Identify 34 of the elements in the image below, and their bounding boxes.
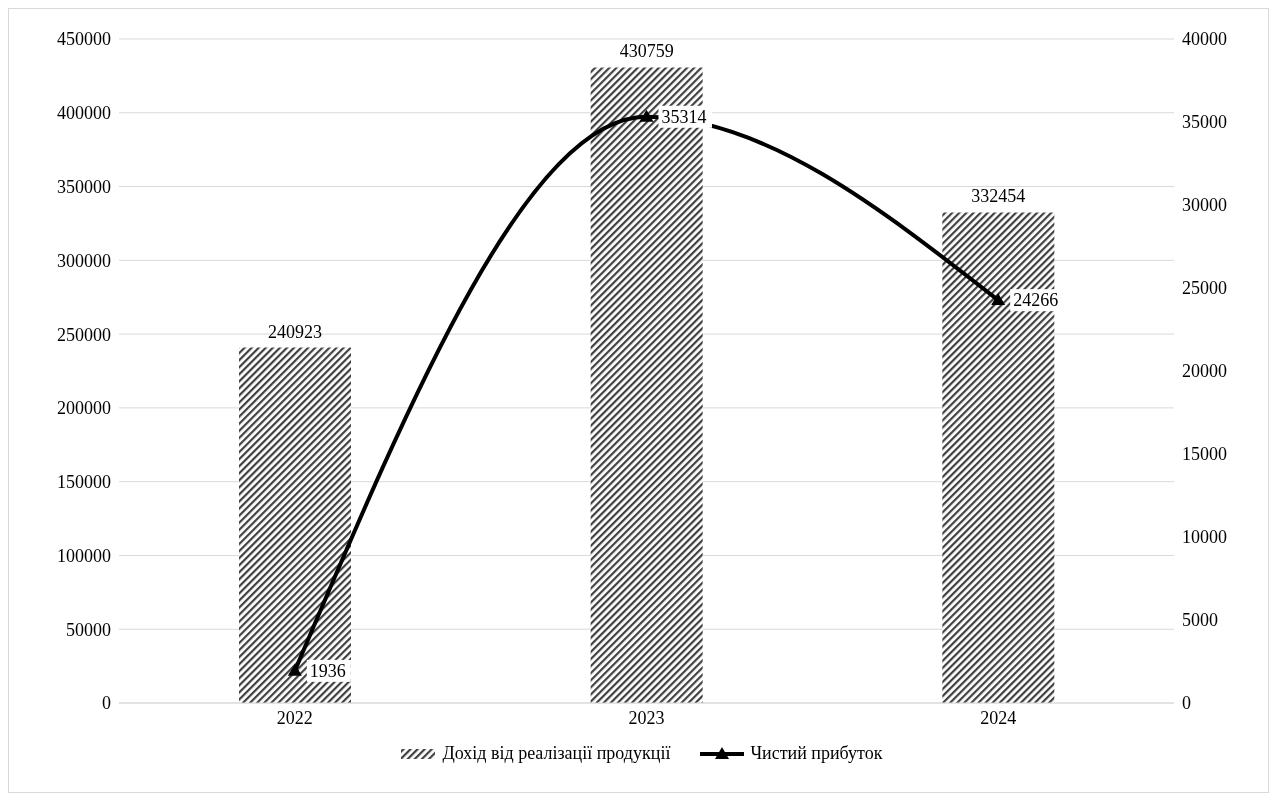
y-tick-label: 450000 (57, 29, 111, 50)
y2-tick-label: 5000 (1182, 610, 1218, 631)
y2-tick-label: 35000 (1182, 112, 1227, 133)
legend-label: Чистий прибуток (750, 743, 883, 764)
y2-tick-label: 40000 (1182, 29, 1227, 50)
point (991, 293, 1006, 306)
y2-tick-label: 25000 (1182, 278, 1227, 299)
y-tick-label: 200000 (57, 398, 111, 419)
data-label: 430759 (619, 41, 674, 62)
y2-tick-label: 10000 (1182, 527, 1227, 548)
data-label: 1936 (309, 660, 346, 681)
x-tick-label: 2024 (980, 707, 1017, 728)
data-label: 332454 (971, 186, 1026, 207)
y2-tick-label: 30000 (1182, 195, 1227, 216)
data-label: 240923 (268, 321, 322, 342)
y2-tick-label: 20000 (1182, 361, 1227, 382)
y2-tick-label: 0 (1182, 693, 1191, 714)
x-tick-label: 2023 (628, 707, 665, 728)
y-tick-label: 150000 (57, 472, 111, 493)
y-tick-label: 400000 (57, 103, 111, 124)
y2-tick-label: 15000 (1182, 444, 1227, 465)
data-label: 24266 (1013, 290, 1059, 311)
point (639, 109, 654, 122)
data-label: 35314 (661, 106, 707, 127)
x-tick-label: 2022 (276, 707, 313, 728)
y-tick-label: 50000 (66, 619, 111, 640)
y-tick-label: 300000 (57, 250, 111, 271)
point (287, 663, 302, 676)
y-tick-label: 250000 (57, 324, 111, 345)
y-tick-label: 0 (102, 693, 111, 714)
legend-label: Дохід від реалізації продукції (442, 743, 671, 764)
y-tick-label: 100000 (57, 545, 111, 566)
y-tick-label: 350000 (57, 176, 111, 197)
bar (239, 347, 351, 703)
